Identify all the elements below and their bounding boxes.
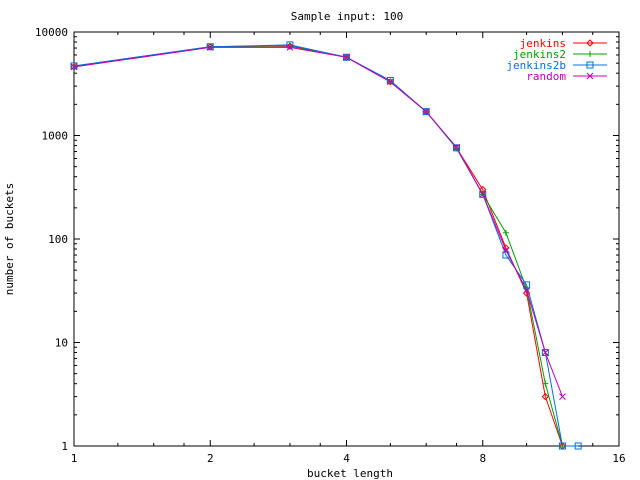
data-point-square <box>386 76 394 84</box>
data-point-square <box>502 251 510 259</box>
data-point-square <box>70 62 78 70</box>
y-tick-label: 10000 <box>35 26 68 39</box>
data-point-x <box>286 44 294 51</box>
y-axis-label: number of buckets <box>3 183 16 296</box>
data-point-plus <box>587 51 593 57</box>
axes-group: 1 2 4 8 16 1 10 100 1000 10000 <box>35 26 626 465</box>
data-point-square <box>586 61 594 69</box>
data-point-square <box>479 190 487 198</box>
data-point-square <box>558 442 566 450</box>
data-point-x <box>387 78 394 86</box>
series-lines <box>73 44 579 447</box>
legend-label-jenkins: jenkins <box>520 37 566 50</box>
data-point-square <box>523 281 531 289</box>
series-line-jenkins <box>73 45 563 447</box>
data-point-plus <box>502 229 509 236</box>
data-point-square <box>343 53 350 61</box>
data-point-square <box>422 108 430 116</box>
plot-frame <box>73 31 620 447</box>
data-point-x <box>343 53 350 61</box>
x-tick-label: 2 <box>207 452 214 465</box>
y-tick-label: 1000 <box>42 130 69 143</box>
data-point-x <box>70 63 78 71</box>
legend-label-random: random <box>526 70 566 83</box>
series-line-jenkins2b <box>73 44 579 447</box>
data-point-plus <box>559 443 566 449</box>
data-point-x <box>559 393 566 400</box>
series-line-random <box>73 46 563 397</box>
x-tick-label: 1 <box>71 452 78 465</box>
data-point-square <box>574 442 582 450</box>
data-point-square <box>206 43 214 51</box>
data-point-diamond <box>541 392 550 401</box>
data-point-x <box>206 44 214 51</box>
chart-title: Sample input: 100 <box>291 10 404 23</box>
data-point-diamond <box>502 244 510 252</box>
x-tick-label: 16 <box>612 452 625 465</box>
data-point-x <box>453 143 460 151</box>
legend-label-jenkins2: jenkins2 <box>513 48 566 61</box>
data-point-plus <box>542 380 549 387</box>
data-point-x <box>422 108 430 116</box>
data-point-square <box>453 144 461 152</box>
y-tick-label: 100 <box>48 233 68 246</box>
data-point-square <box>541 349 549 357</box>
data-point-x <box>502 246 510 254</box>
legend-label-jenkins2b: jenkins2b <box>506 59 566 72</box>
data-point-x <box>586 72 594 80</box>
data-point-plus <box>71 62 77 69</box>
data-point-x <box>541 349 549 356</box>
y-tick-label: 1 <box>61 440 68 453</box>
x-tick-label: 8 <box>479 452 486 465</box>
x-tick-label: 4 <box>343 452 350 465</box>
x-axis-label: bucket length <box>307 467 393 480</box>
series-markers <box>70 41 582 450</box>
data-point-x <box>479 191 487 198</box>
data-point-x <box>523 286 530 294</box>
data-point-diamond <box>586 39 594 47</box>
series-line-jenkins2 <box>73 45 563 447</box>
y-tick-label: 10 <box>55 337 68 350</box>
